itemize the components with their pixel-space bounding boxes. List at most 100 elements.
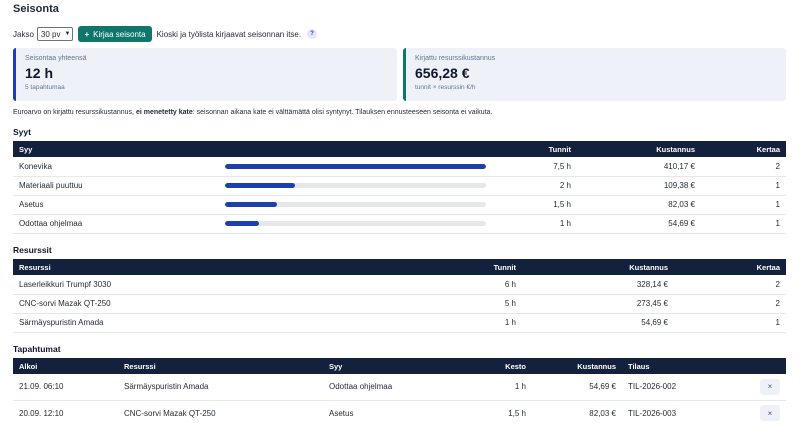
event-resource: Särmäyspuristin Amada (118, 374, 323, 401)
events-title: Tapahtumat (13, 344, 61, 354)
plus-icon: + (84, 29, 90, 39)
col-bar (219, 141, 492, 157)
col-cost: Kustannus (532, 358, 622, 374)
cause-count: 1 (701, 214, 786, 234)
kpi-value: 656,28 € (415, 65, 470, 81)
col-cause: Syy (323, 358, 435, 374)
event-cause: Asetus (323, 400, 435, 424)
table-header-row: Resurssi Tunnit Kustannus Kertaa (13, 259, 786, 275)
col-resource: Resurssi (118, 358, 323, 374)
cause-bar (219, 157, 492, 177)
share-bar-track (225, 183, 486, 188)
share-bar-fill (225, 221, 259, 226)
resource-name: Särmäyspuristin Amada (13, 313, 426, 333)
cause-count: 2 (701, 157, 786, 177)
page-title: Seisonta (13, 3, 59, 15)
cause-name: Asetus (13, 195, 219, 215)
cost-note: Euroarvo on kirjattu resurssikustannus, … (13, 109, 492, 116)
chevron-down-icon: ▼ (64, 31, 71, 37)
resource-count: 2 (674, 275, 786, 295)
event-order: TIL-2026-003 (622, 400, 752, 424)
resources-table: Resurssi Tunnit Kustannus Kertaa Laserle… (13, 259, 786, 333)
cause-hours: 2 h (492, 176, 577, 196)
resource-hours: 5 h (426, 294, 522, 314)
share-bar-track (225, 221, 486, 226)
share-bar-fill (225, 183, 296, 188)
col-cost: Kustannus (522, 259, 674, 275)
col-order: Tilaus (622, 358, 752, 374)
period-label: Jakso (13, 29, 34, 39)
close-icon: × (767, 408, 773, 418)
event-started: 20.09. 12:10 (13, 400, 118, 424)
cause-bar (219, 195, 492, 215)
col-resource: Resurssi (13, 259, 426, 275)
cause-name: Konevika (13, 157, 219, 177)
resource-cost: 273,45 € (522, 294, 674, 314)
table-header-row: Alkoi Resurssi Syy Kesto Kustannus Tilau… (13, 358, 786, 374)
col-hours: Tunnit (426, 259, 522, 275)
event-cost: 54,69 € (532, 374, 622, 401)
event-started: 21.09. 06:10 (13, 374, 118, 401)
cause-count: 1 (701, 176, 786, 196)
table-row: Särmäyspuristin Amada 1 h 54,69 € 1 (13, 313, 786, 333)
kpi-label: Seisontaa yhteensä (25, 55, 87, 62)
table-header-row: Syy Tunnit Kustannus Kertaa (13, 141, 786, 157)
col-count: Kertaa (701, 141, 786, 157)
cause-cost: 54,69 € (577, 214, 701, 234)
share-bar-fill (225, 163, 486, 169)
resource-count: 2 (674, 294, 786, 314)
kpi-resource-cost: Kirjattu resurssikustannus 656,28 € tunn… (403, 48, 786, 101)
add-downtime-label: Kirjaa seisonta (93, 29, 146, 39)
event-duration: 1,5 h (435, 400, 532, 424)
causes-title: Syyt (13, 127, 31, 137)
table-row: Laserleikkuri Trumpf 3030 6 h 328,14 € 2 (13, 275, 786, 295)
kpi-sub: tunnit × resurssin €/h (415, 84, 476, 91)
cause-hours: 7,5 h (492, 157, 577, 177)
table-row: CNC-sorvi Mazak QT-250 5 h 273,45 € 2 (13, 294, 786, 314)
cause-name: Materiaali puuttuu (13, 176, 219, 196)
event-duration: 1 h (435, 374, 532, 401)
note-emphasis: ei menetetty kate (135, 109, 193, 116)
table-row: Materiaali puuttuu 2 h 109,38 € 1 (13, 176, 786, 196)
cause-bar (219, 176, 492, 196)
col-actions (752, 358, 786, 374)
col-hours: Tunnit (492, 141, 577, 157)
event-cost: 82,03 € (532, 400, 622, 424)
table-row: 20.09. 12:10 CNC-sorvi Mazak QT-250 Aset… (13, 400, 786, 424)
resource-count: 1 (674, 313, 786, 333)
toolbar: Jakso 30 pv ▼ + Kirjaa seisonta Kioski j… (13, 26, 318, 42)
cause-hours: 1 h (492, 214, 577, 234)
col-duration: Kesto (435, 358, 532, 374)
cause-name: Odottaa ohjelmaa (13, 214, 219, 234)
share-bar-track (225, 163, 486, 169)
note-text: Euroarvo on kirjattu resurssikustannus, (13, 109, 136, 116)
resource-cost: 54,69 € (522, 313, 674, 333)
help-icon[interactable]: ? (307, 29, 318, 39)
kpi-total-downtime: Seisontaa yhteensä 12 h 5 tapahtumaa (13, 48, 397, 101)
close-icon: × (767, 382, 773, 392)
table-row: 21.09. 06:10 Särmäyspuristin Amada Odott… (13, 374, 786, 401)
delete-event-button[interactable]: × (760, 405, 780, 421)
resource-hours: 1 h (426, 313, 522, 333)
col-started: Alkoi (13, 358, 118, 374)
add-downtime-button[interactable]: + Kirjaa seisonta (78, 26, 152, 42)
cause-hours: 1,5 h (492, 195, 577, 215)
period-value: 30 pv (40, 29, 61, 39)
events-table: Alkoi Resurssi Syy Kesto Kustannus Tilau… (13, 358, 786, 424)
period-select[interactable]: 30 pv ▼ (36, 27, 74, 41)
col-count: Kertaa (674, 259, 786, 275)
table-row: Odottaa ohjelmaa 1 h 54,69 € 1 (13, 214, 786, 234)
event-cause: Odottaa ohjelmaa (323, 374, 435, 401)
resources-title: Resurssit (13, 245, 52, 255)
causes-table: Syy Tunnit Kustannus Kertaa Konevika 7,5… (13, 141, 786, 234)
delete-event-button[interactable]: × (760, 378, 780, 395)
cause-count: 1 (701, 195, 786, 215)
resource-name: CNC-sorvi Mazak QT-250 (13, 294, 426, 314)
col-cause: Syy (13, 141, 219, 157)
toolbar-hint: Kioski ja työlista kirjaavat seisonnan i… (156, 29, 302, 39)
resource-hours: 6 h (426, 275, 522, 295)
resource-name: Laserleikkuri Trumpf 3030 (13, 275, 426, 295)
cause-cost: 410,17 € (577, 157, 701, 177)
table-row: Asetus 1,5 h 82,03 € 1 (13, 195, 786, 215)
cause-cost: 109,38 € (577, 176, 701, 196)
